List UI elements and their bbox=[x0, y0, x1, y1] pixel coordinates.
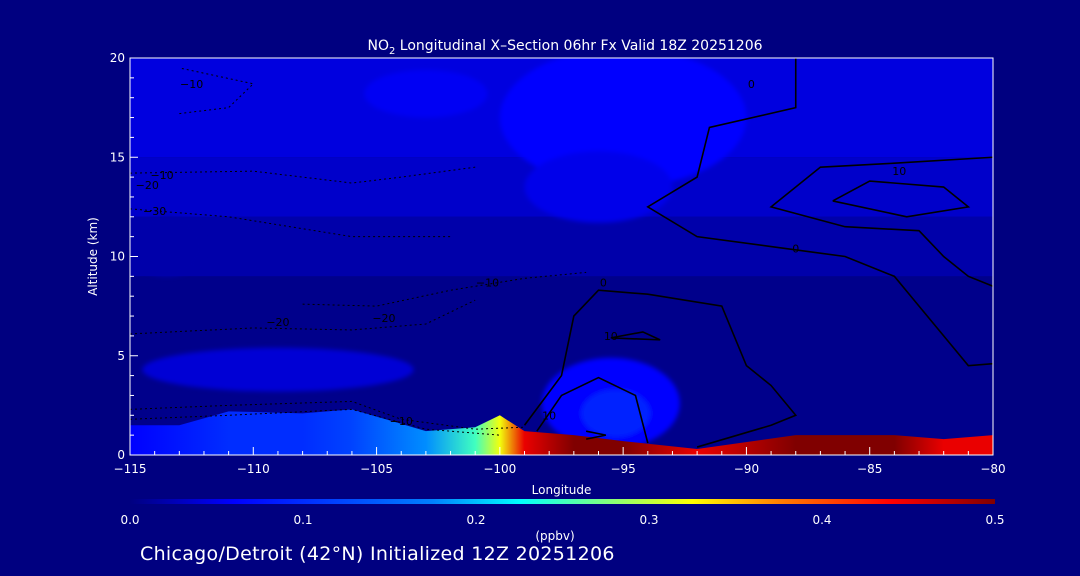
x-tick-label: −105 bbox=[360, 462, 393, 476]
x-tick-label: −85 bbox=[857, 462, 882, 476]
contour-line-small bbox=[585, 430, 607, 440]
contour-line-10-lower bbox=[536, 376, 649, 444]
colorbar-tick-label: 0.5 bbox=[985, 513, 1004, 527]
contour-label: 10 bbox=[542, 409, 556, 422]
contour-label: −20 bbox=[372, 312, 395, 325]
chart-title: NO2 Longitudinal X–Section 06hr Fx Valid… bbox=[367, 38, 762, 57]
colorbar-tick-label: 0.1 bbox=[293, 513, 312, 527]
x-axis: −115 −110 −105 −100 −95 −90 −85 −80 bbox=[114, 447, 1006, 476]
concentration-features bbox=[130, 58, 747, 450]
y-axis: 0 5 10 15 20 bbox=[110, 51, 138, 462]
contour-label: 0 bbox=[748, 78, 755, 91]
concentration-feature bbox=[499, 58, 747, 188]
contour-label: −10 bbox=[180, 78, 203, 91]
background-band bbox=[130, 216, 993, 277]
contour-label: −10 bbox=[390, 415, 413, 428]
x-tick-label: −90 bbox=[734, 462, 759, 476]
concentration-feature bbox=[130, 216, 204, 277]
footer-caption: Chicago/Detroit (42°N) Initialized 12Z 2… bbox=[140, 543, 615, 565]
x-tick-label: −95 bbox=[610, 462, 635, 476]
colorbar-unit-label: (ppbv) bbox=[535, 529, 574, 543]
x-tick-label: −110 bbox=[237, 462, 270, 476]
concentration-feature bbox=[581, 389, 651, 438]
x-tick-label: −80 bbox=[980, 462, 1005, 476]
y-tick-label: 20 bbox=[110, 51, 125, 65]
colorbar-gradient bbox=[130, 499, 995, 504]
contour-label: 10 bbox=[604, 330, 618, 343]
colorbar-tick-label: 0.3 bbox=[639, 513, 658, 527]
contour-label: −20 bbox=[266, 316, 289, 329]
contour-line-loop bbox=[610, 331, 661, 341]
temperature-contours bbox=[130, 58, 993, 448]
x-tick-label: −115 bbox=[114, 462, 147, 476]
colorbar-tick-label: 0.0 bbox=[120, 513, 139, 527]
contour-label: −10 bbox=[150, 169, 173, 182]
contour-label: −30 bbox=[143, 205, 166, 218]
x-axis-label: Longitude bbox=[532, 483, 592, 497]
dashed-contour-minus30 bbox=[130, 208, 451, 238]
contour-label: −20 bbox=[136, 179, 159, 192]
colorbar-ticks: 0.0 0.1 0.2 0.3 0.4 0.5 bbox=[120, 513, 1004, 527]
concentration-feature bbox=[142, 347, 414, 392]
concentration-feature bbox=[524, 151, 673, 223]
contour-line-10-inner bbox=[832, 180, 971, 218]
contour-line-0-upper bbox=[646, 58, 993, 367]
contour-line-10-outer bbox=[769, 156, 993, 288]
y-tick-label: 5 bbox=[117, 349, 125, 363]
y-axis-label: Altitude (km) bbox=[86, 217, 100, 296]
boundary-layer-plume bbox=[130, 409, 993, 455]
colorbar: 0.0 0.1 0.2 0.3 0.4 0.5 (ppbv) bbox=[120, 499, 1005, 543]
colorbar-tick-label: 0.4 bbox=[812, 513, 831, 527]
y-tick-label: 10 bbox=[110, 250, 125, 264]
contour-line-0-lower bbox=[523, 289, 798, 448]
y-tick-label: 0 bbox=[117, 448, 125, 462]
contour-label: 0 bbox=[792, 243, 799, 256]
dashed-contour-upper-left bbox=[179, 67, 255, 115]
contour-label: −10 bbox=[476, 276, 499, 289]
dashed-contour-minus10 bbox=[302, 271, 587, 307]
contour-label: 0 bbox=[600, 276, 607, 289]
colorbar-tick-label: 0.2 bbox=[466, 513, 485, 527]
x-tick-label: −100 bbox=[483, 462, 516, 476]
y-tick-label: 15 bbox=[110, 150, 125, 164]
dashed-contour-bl-mid bbox=[130, 408, 500, 436]
contour-label: 10 bbox=[892, 165, 906, 178]
concentration-feature bbox=[364, 69, 488, 118]
